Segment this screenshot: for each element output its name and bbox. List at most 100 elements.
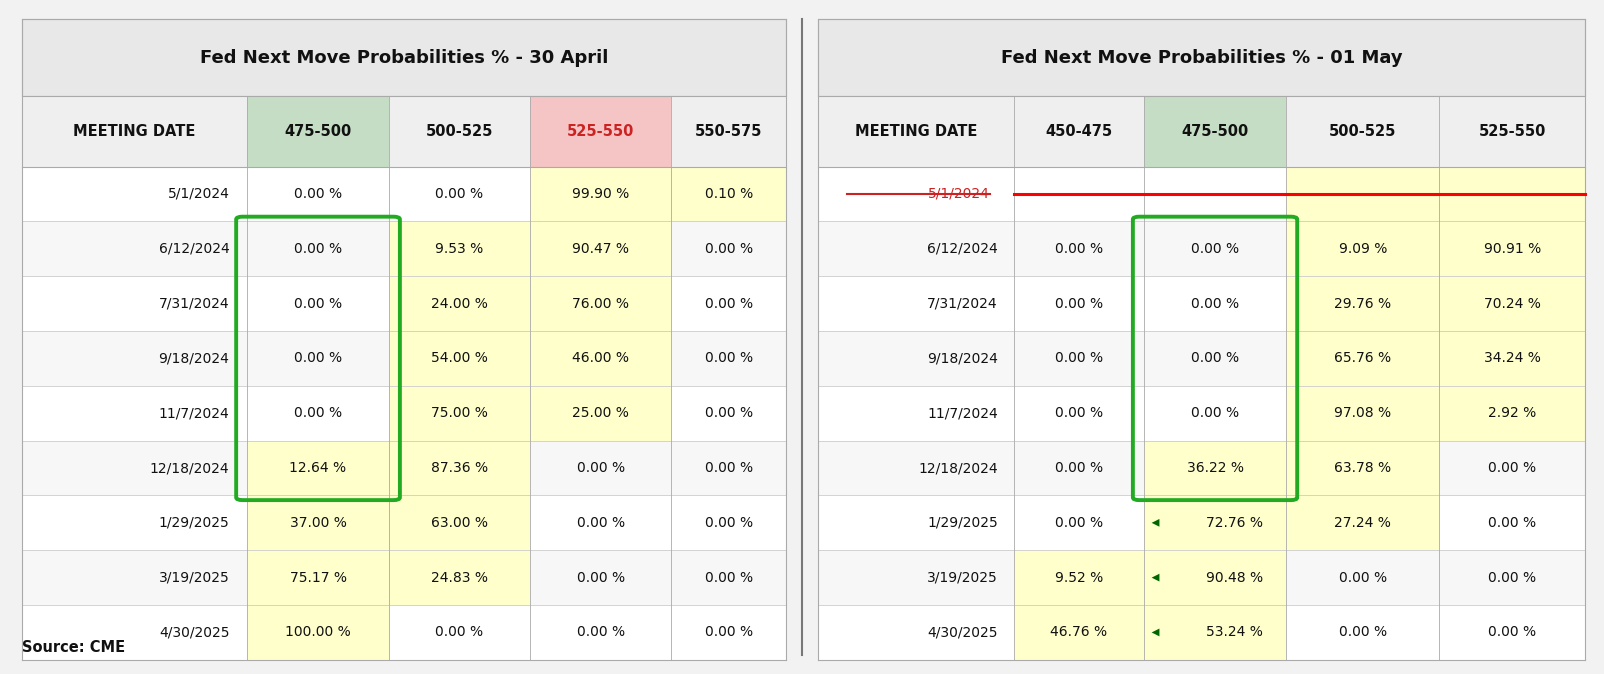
Bar (22, 441, 786, 495)
Bar (529, 276, 672, 331)
Text: 0.00 %: 0.00 % (1192, 351, 1240, 365)
Text: 5/1/2024: 5/1/2024 (167, 187, 229, 201)
Text: 3/19/2025: 3/19/2025 (159, 571, 229, 584)
Text: 500-525: 500-525 (1330, 124, 1397, 139)
Bar (529, 96, 672, 166)
Bar (22, 386, 786, 441)
Bar (1439, 276, 1585, 331)
Bar (1439, 221, 1585, 276)
Bar (529, 386, 672, 441)
Text: 0.00 %: 0.00 % (294, 297, 342, 311)
Text: 63.00 %: 63.00 % (431, 516, 488, 530)
Text: 0.00 %: 0.00 % (1055, 461, 1104, 475)
Bar (1144, 96, 1286, 166)
Bar (818, 331, 1585, 386)
Bar (1144, 605, 1286, 660)
Text: 34.24 %: 34.24 % (1484, 351, 1541, 365)
Text: Fed Next Move Probabilities % - 01 May: Fed Next Move Probabilities % - 01 May (1001, 49, 1402, 67)
Text: 0.00 %: 0.00 % (577, 461, 626, 475)
Text: 0.00 %: 0.00 % (294, 242, 342, 255)
Bar (1144, 441, 1286, 495)
Bar (818, 550, 1585, 605)
Text: 0.00 %: 0.00 % (294, 187, 342, 201)
Text: 1/29/2025: 1/29/2025 (159, 516, 229, 530)
Text: 500-525: 500-525 (425, 124, 492, 139)
Bar (388, 331, 529, 386)
Bar (818, 20, 1585, 96)
Text: 6/12/2024: 6/12/2024 (159, 242, 229, 255)
Text: 99.90 %: 99.90 % (573, 187, 629, 201)
Bar (22, 276, 786, 331)
Text: 475-500: 475-500 (284, 124, 351, 139)
Text: 450-475: 450-475 (1046, 124, 1113, 139)
Text: 7/31/2024: 7/31/2024 (927, 297, 998, 311)
Bar (247, 441, 388, 495)
Bar (529, 221, 672, 276)
Bar (818, 441, 1585, 495)
Text: 0.00 %: 0.00 % (294, 351, 342, 365)
Bar (1014, 550, 1144, 605)
Text: 0.00 %: 0.00 % (435, 187, 483, 201)
Bar (1439, 386, 1585, 441)
Bar (1286, 166, 1439, 221)
Text: 72.76 %: 72.76 % (1206, 516, 1262, 530)
Bar (1286, 276, 1439, 331)
Text: 0.00 %: 0.00 % (1055, 351, 1104, 365)
Bar (22, 550, 786, 605)
Text: 0.00 %: 0.00 % (1489, 625, 1537, 640)
Text: 5/1/2024: 5/1/2024 (929, 187, 990, 201)
Text: 9.52 %: 9.52 % (1055, 571, 1104, 584)
Bar (388, 441, 529, 495)
Bar (1439, 166, 1585, 221)
Text: 0.00 %: 0.00 % (435, 625, 483, 640)
Text: 0.00 %: 0.00 % (1055, 297, 1104, 311)
Text: 0.00 %: 0.00 % (577, 516, 626, 530)
Bar (247, 96, 388, 166)
Text: 76.00 %: 76.00 % (573, 297, 629, 311)
Bar (22, 20, 786, 96)
Text: 475-500: 475-500 (1182, 124, 1248, 139)
Bar (1286, 386, 1439, 441)
Text: 0.00 %: 0.00 % (1192, 242, 1240, 255)
Text: 11/7/2024: 11/7/2024 (927, 406, 998, 420)
Bar (388, 276, 529, 331)
Text: 9.09 %: 9.09 % (1339, 242, 1387, 255)
Text: 90.91 %: 90.91 % (1484, 242, 1541, 255)
Text: 29.76 %: 29.76 % (1335, 297, 1391, 311)
Text: 0.00 %: 0.00 % (704, 516, 752, 530)
Text: MEETING DATE: MEETING DATE (855, 124, 977, 139)
Text: 12/18/2024: 12/18/2024 (919, 461, 998, 475)
Text: 0.00 %: 0.00 % (577, 571, 626, 584)
Bar (247, 495, 388, 550)
Text: 90.47 %: 90.47 % (573, 242, 629, 255)
Bar (247, 605, 388, 660)
Text: 11/7/2024: 11/7/2024 (159, 406, 229, 420)
Bar (1144, 550, 1286, 605)
Bar (22, 605, 786, 660)
Text: 0.00 %: 0.00 % (294, 406, 342, 420)
Bar (22, 221, 786, 276)
Bar (388, 386, 529, 441)
Bar (22, 331, 786, 386)
Text: 0.00 %: 0.00 % (1489, 516, 1537, 530)
Text: 0.10 %: 0.10 % (704, 187, 752, 201)
Bar (22, 166, 786, 221)
Bar (388, 495, 529, 550)
Bar (529, 331, 672, 386)
Text: 4/30/2025: 4/30/2025 (927, 625, 998, 640)
Text: 0.00 %: 0.00 % (1055, 242, 1104, 255)
Text: 12.64 %: 12.64 % (289, 461, 346, 475)
Text: 1/29/2025: 1/29/2025 (927, 516, 998, 530)
Bar (1439, 331, 1585, 386)
Text: 0.00 %: 0.00 % (704, 625, 752, 640)
Bar (818, 495, 1585, 550)
Bar (818, 166, 1585, 221)
Bar (1286, 221, 1439, 276)
Text: 63.78 %: 63.78 % (1335, 461, 1391, 475)
Text: 0.00 %: 0.00 % (1192, 406, 1240, 420)
Text: 46.00 %: 46.00 % (573, 351, 629, 365)
Bar (818, 221, 1585, 276)
Bar (247, 550, 388, 605)
Text: 9/18/2024: 9/18/2024 (159, 351, 229, 365)
Text: 525-550: 525-550 (1479, 124, 1546, 139)
